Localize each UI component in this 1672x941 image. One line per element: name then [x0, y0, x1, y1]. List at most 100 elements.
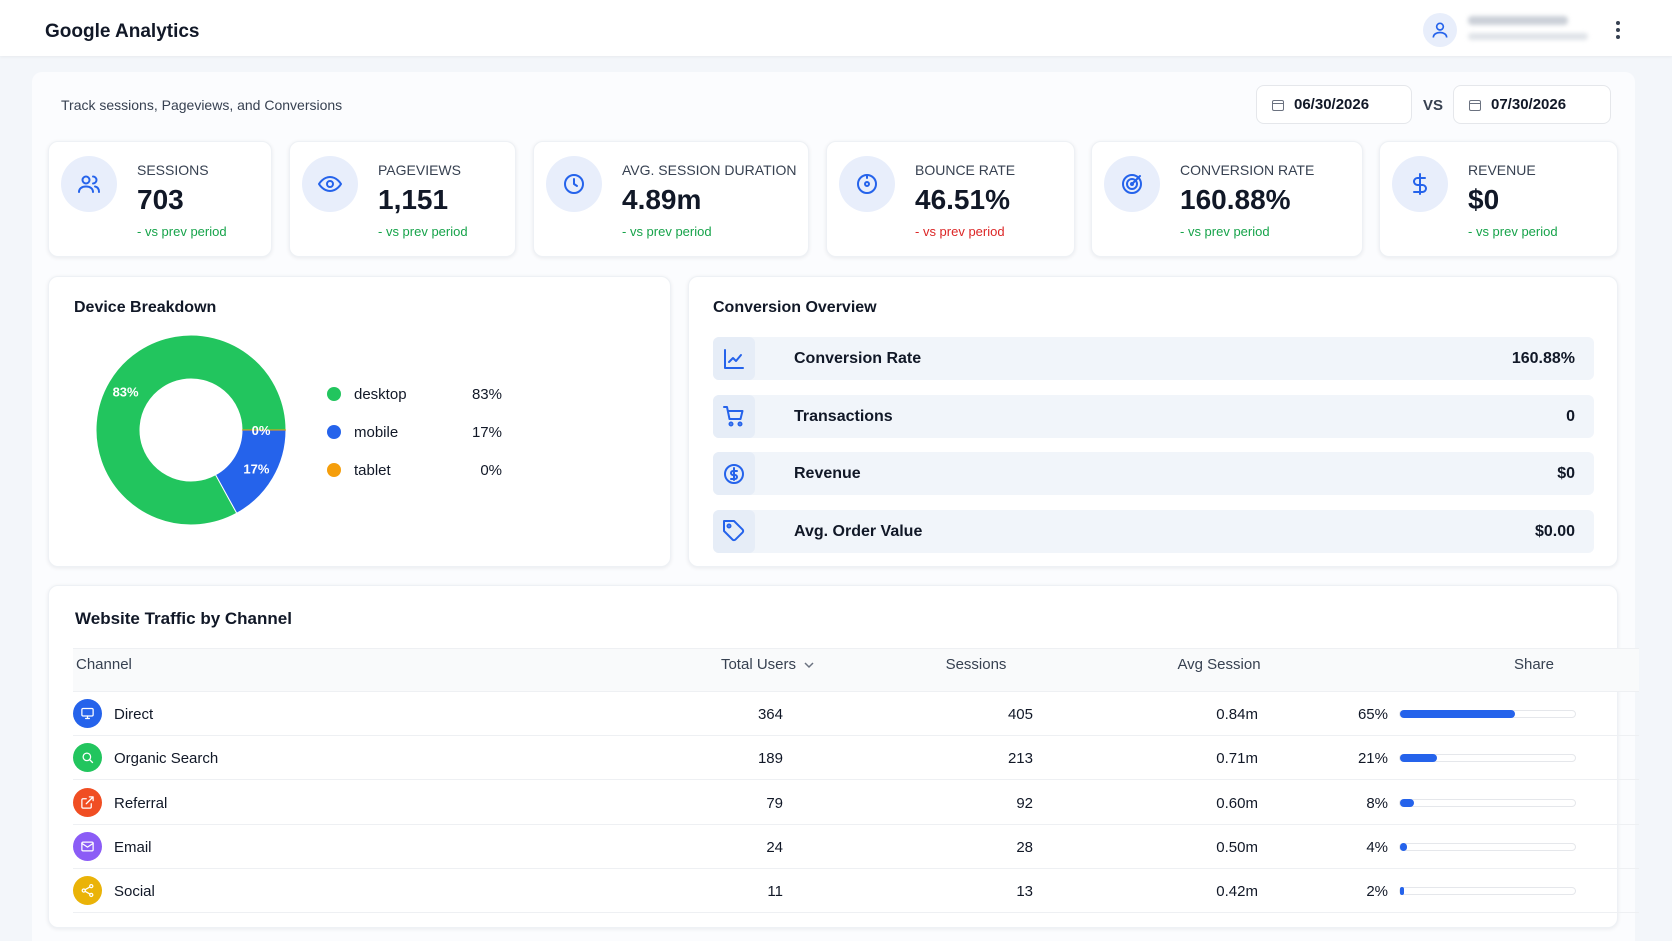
- conversion-label: Transactions: [794, 407, 893, 425]
- conversion-icon: [713, 509, 755, 553]
- conversion-row: Avg. Order Value $0.00: [713, 509, 1594, 553]
- start-date-text: 06/30/2026: [1294, 96, 1370, 113]
- channel-name: Direct: [114, 706, 154, 723]
- channel-name: Email: [114, 838, 152, 856]
- kpi-icon: [546, 156, 602, 212]
- kpi-icon: [839, 156, 895, 212]
- slice-label: 0%: [252, 423, 271, 438]
- col-header-text: Total Users: [720, 656, 796, 673]
- app-title: Google Analytics: [45, 21, 200, 42]
- share-track: [1399, 754, 1576, 763]
- kpi-value: 703: [137, 184, 184, 215]
- share-bar: [1400, 887, 1404, 896]
- channel-name: Referral: [114, 794, 168, 812]
- kpi-change: - vs prev period: [915, 224, 1005, 239]
- conversion-row: Transactions 0: [713, 394, 1594, 438]
- kpi-icon: [1104, 156, 1160, 212]
- table-row: Organic Search 189 213 0.71m 21%: [73, 736, 1639, 781]
- share-track: [1399, 887, 1576, 896]
- share-bar: [1400, 754, 1438, 763]
- share-label: 2%: [1366, 883, 1388, 901]
- kpi-label: CONVERSION RATE: [1180, 162, 1315, 178]
- col-header: Channel: [76, 656, 132, 673]
- legend-label: tablet: [354, 462, 392, 479]
- conversion-label: Conversion Rate: [794, 350, 922, 367]
- menu-button[interactable]: [1610, 20, 1626, 40]
- kpi-icon: [302, 156, 358, 212]
- legend-value: 83%: [472, 386, 502, 403]
- start-date[interactable]: 06/30/2026: [1256, 85, 1412, 124]
- kpi-change: - vs prev period: [378, 224, 468, 239]
- channel-icon: [73, 699, 102, 728]
- kpi-value: $0: [1468, 184, 1500, 215]
- kpi-icon: [61, 156, 117, 212]
- legend-label: mobile: [354, 424, 398, 441]
- total-users: 364: [757, 706, 783, 723]
- conversion-icon: [713, 394, 755, 438]
- donut-slice: [95, 334, 287, 526]
- avg-session: 0.60m: [1216, 794, 1258, 812]
- conversion-icon: [713, 337, 755, 380]
- device-title: Device Breakdown: [74, 299, 217, 316]
- conversion-label: Avg. Order Value: [794, 522, 923, 540]
- user-name-blurred: [1468, 16, 1568, 25]
- share-bar: [1400, 842, 1408, 851]
- avg-session: 0.50m: [1216, 838, 1258, 856]
- kpi-label: PAGEVIEWS: [378, 162, 461, 178]
- total-users: 24: [766, 838, 783, 856]
- table-row: Direct 364 405 0.84m 65%: [73, 692, 1639, 736]
- conversion-value: 0: [1566, 407, 1575, 425]
- channel-name: Social: [114, 883, 155, 901]
- share-label: 8%: [1366, 794, 1388, 812]
- kpi-label: AVG. SESSION DURATION: [622, 162, 797, 178]
- table-row: Email 24 28 0.50m 4%: [73, 825, 1639, 869]
- col-header[interactable]: Total Users: [669, 656, 814, 673]
- conversion-row: Conversion Rate 160.88%: [713, 337, 1594, 380]
- channel-icon: [73, 743, 102, 773]
- kpi-label: REVENUE: [1468, 162, 1536, 178]
- share-label: 4%: [1366, 838, 1388, 856]
- user-avatar[interactable]: [1423, 13, 1457, 47]
- kpi-label: BOUNCE RATE: [915, 162, 1016, 178]
- share-bar: [1400, 798, 1415, 807]
- kpi-value: 1,151: [378, 184, 449, 215]
- conversion-card: Conversion Overview Conversion Rate 160.8…: [688, 276, 1618, 567]
- divider: [73, 648, 1639, 649]
- kpi-value: 4.89m: [622, 184, 702, 215]
- total-users: 79: [766, 794, 783, 812]
- avg-session: 0.84m: [1216, 706, 1258, 723]
- donut-chart: 83% 17% 0% desktop 83% mobile 17% tablet 0%: [95, 334, 502, 526]
- conversion-title: Conversion Overview: [713, 299, 877, 316]
- legend-dot: [327, 425, 341, 439]
- conversion-row: Revenue $0: [713, 452, 1594, 495]
- kpi-card: AVG. SESSION DURATION 4.89m - vs prev peri…: [533, 141, 809, 257]
- sessions: 405: [1007, 706, 1033, 723]
- avg-session: 0.42m: [1216, 883, 1258, 901]
- channel-name: Organic Search: [114, 750, 219, 768]
- kpi-label: SESSIONS: [137, 162, 209, 178]
- share-bar: [1400, 710, 1516, 718]
- kpi-card: REVENUE $0 - vs prev period: [1379, 141, 1618, 257]
- share-track: [1399, 710, 1576, 718]
- end-date[interactable]: 07/30/2026: [1453, 85, 1611, 124]
- subtitle: Track sessions, Pageviews, and Conversio…: [61, 97, 343, 113]
- share-label: 65%: [1357, 706, 1388, 723]
- legend-label: desktop: [354, 386, 407, 403]
- avg-session: 0.71m: [1216, 750, 1258, 768]
- kpi-card: SESSIONS 703 - vs prev period: [48, 141, 272, 257]
- channel-icon: [73, 787, 102, 817]
- col-header: Avg Session: [1177, 656, 1261, 673]
- channel-icon: [73, 831, 102, 861]
- kpi-value: 46.51%: [915, 184, 1010, 215]
- conversion-icon: [713, 452, 755, 495]
- kpi-card: CONVERSION RATE 160.88% - vs prev period: [1091, 141, 1363, 257]
- table-header: [73, 649, 1639, 692]
- share-track: [1399, 798, 1576, 807]
- col-header: Share: [1513, 656, 1554, 673]
- traffic-title: Website Traffic by Channel: [75, 609, 292, 628]
- conversion-label: Revenue: [794, 465, 861, 482]
- sessions: 28: [1016, 838, 1033, 856]
- top-bar: Google Analytics: [0, 0, 1672, 56]
- kpi-change: - vs prev period: [1468, 224, 1558, 239]
